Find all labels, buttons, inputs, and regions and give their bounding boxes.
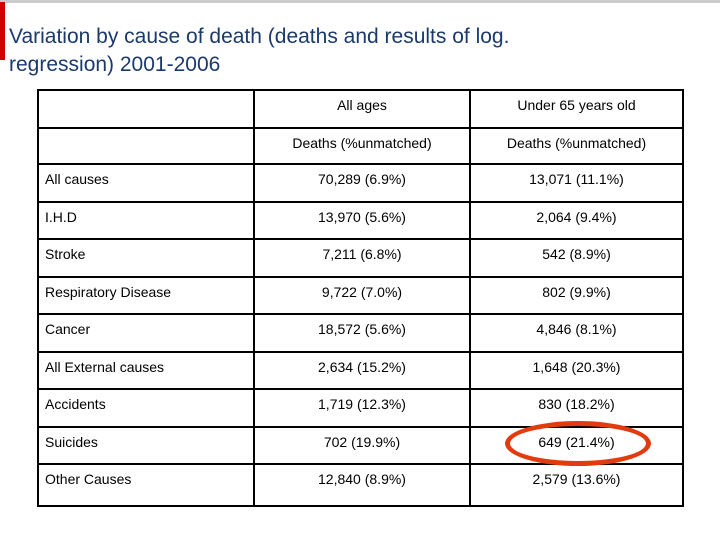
row-label: I.H.D [37, 200, 255, 240]
all-ages-value: 12,840 (8.9%) [253, 463, 471, 507]
all-ages-value: 1,719 (12.3%) [253, 388, 471, 428]
table-row: Stroke 7,211 (6.8%) 542 (8.9%) [37, 238, 684, 278]
all-ages-value: 13,970 (5.6%) [253, 200, 471, 240]
under-65-value: 13,071 (11.1%) [469, 163, 684, 203]
all-ages-value: 9,722 (7.0%) [253, 275, 471, 315]
slide-title-line1: Variation by cause of death (deaths and … [9, 25, 510, 49]
table-row: Other Causes 12,840 (8.9%) 2,579 (13.6%) [37, 463, 684, 507]
under-65-value-highlighted: 649 (21.4%) [469, 425, 684, 465]
row-label: Respiratory Disease [37, 275, 255, 315]
all-ages-value: 18,572 (5.6%) [253, 313, 471, 353]
slide-top-edge [0, 0, 720, 3]
table-row: Cancer 18,572 (5.6%) 4,846 (8.1%) [37, 313, 684, 353]
table-row: Accidents 1,719 (12.3%) 830 (18.2%) [37, 388, 684, 428]
under-65-value: 2,064 (9.4%) [469, 200, 684, 240]
under-65-value: 2,579 (13.6%) [469, 463, 684, 507]
table-row: All causes 70,289 (6.9%) 13,071 (11.1%) [37, 163, 684, 203]
corner-cell-2 [37, 127, 255, 165]
table-row: I.H.D 13,970 (5.6%) 2,064 (9.4%) [37, 200, 684, 240]
sub-header-all-ages: Deaths (%unmatched) [253, 127, 471, 165]
row-label: Accidents [37, 388, 255, 428]
row-label: Suicides [37, 425, 255, 465]
table-row: Respiratory Disease 9,722 (7.0%) 802 (9.… [37, 275, 684, 315]
table-row-suicides: Suicides 702 (19.9%) 649 (21.4%) [37, 425, 684, 465]
under-65-value: 802 (9.9%) [469, 275, 684, 315]
all-ages-value: 7,211 (6.8%) [253, 238, 471, 278]
sub-header-under-65: Deaths (%unmatched) [469, 127, 684, 165]
all-ages-value: 702 (19.9%) [253, 425, 471, 465]
under-65-value: 1,648 (20.3%) [469, 350, 684, 390]
row-label: Cancer [37, 313, 255, 353]
row-label: Stroke [37, 238, 255, 278]
column-header-under-65: Under 65 years old [469, 89, 684, 129]
under-65-value: 830 (18.2%) [469, 388, 684, 428]
slide-title: Variation by cause of death (deaths and … [9, 23, 669, 79]
column-group-header-row: All ages Under 65 years old [37, 89, 684, 129]
row-label: Other Causes [37, 463, 255, 507]
under-65-value: 4,846 (8.1%) [469, 313, 684, 353]
death-cause-table: All ages Under 65 years old Deaths (%unm… [37, 89, 684, 507]
red-accent-bar [0, 2, 5, 60]
row-label: All causes [37, 163, 255, 203]
column-header-all-ages: All ages [253, 89, 471, 129]
all-ages-value: 70,289 (6.9%) [253, 163, 471, 203]
under-65-value: 542 (8.9%) [469, 238, 684, 278]
row-label: All External causes [37, 350, 255, 390]
all-ages-value: 2,634 (15.2%) [253, 350, 471, 390]
corner-cell [37, 89, 255, 129]
table-row: All External causes 2,634 (15.2%) 1,648 … [37, 350, 684, 390]
slide-title-line2: regression) 2001-2006 [9, 53, 221, 77]
sub-header-row: Deaths (%unmatched) Deaths (%unmatched) [37, 127, 684, 165]
